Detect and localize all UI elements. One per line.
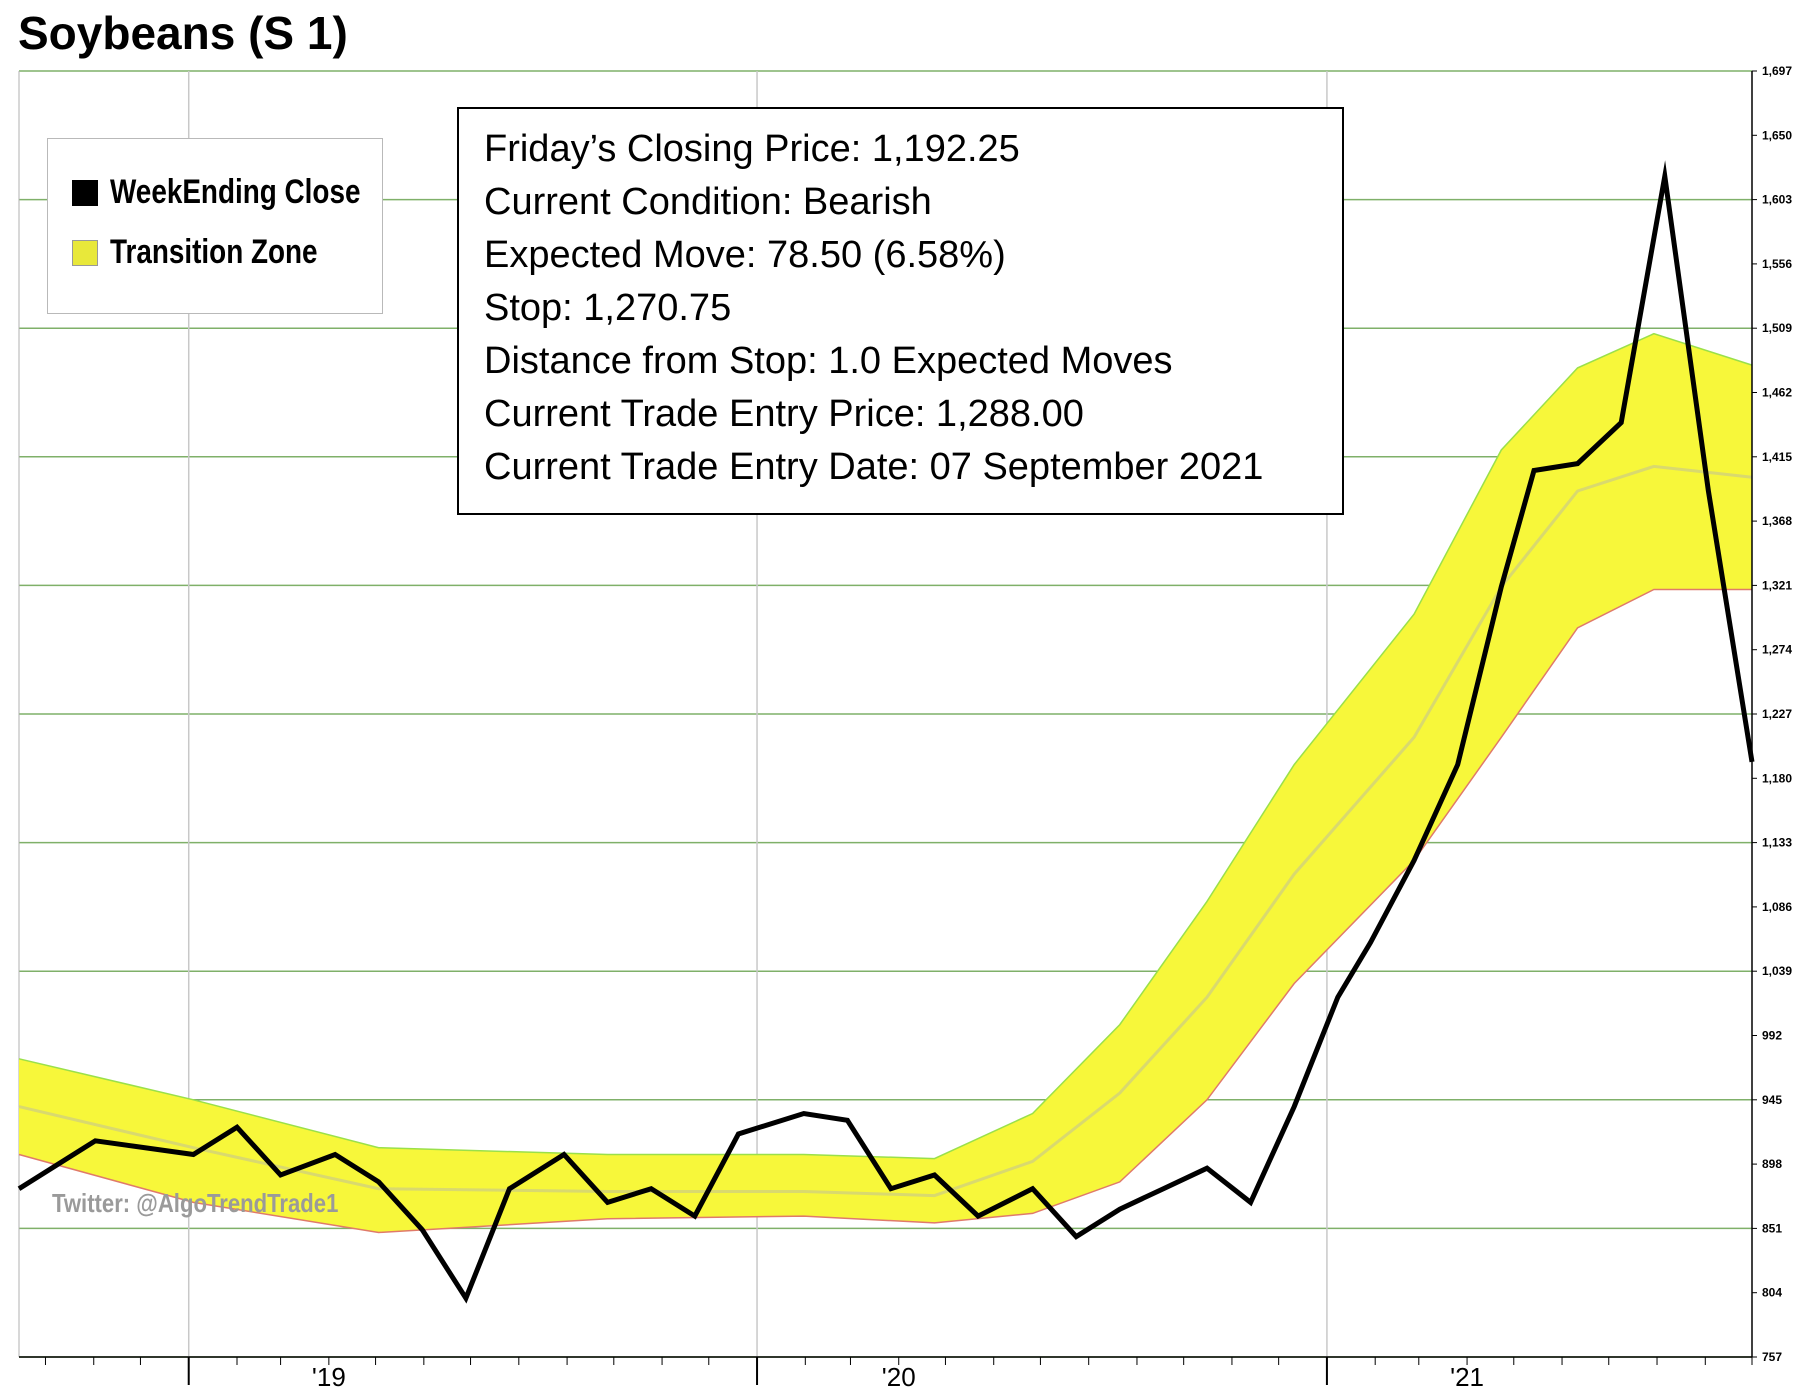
y-tick-label: 945 — [1762, 1093, 1782, 1107]
y-tick-label: 1,697 — [1762, 64, 1792, 78]
info-entry-price: Current Trade Entry Price: 1,288.00 — [484, 393, 1084, 435]
weekending-close-line — [17, 160, 1755, 1304]
y-tick-label: 1,086 — [1762, 900, 1792, 914]
zone-upper-line — [18, 332, 1753, 1160]
y-tick-label: 1,603 — [1762, 193, 1792, 207]
zone-lower-line — [18, 588, 1752, 1234]
info-expected-move: Expected Move: 78.50 (6.58%) — [484, 234, 1006, 276]
y-tick-label: 992 — [1762, 1029, 1782, 1043]
zone-middle-line — [18, 464, 1753, 1198]
y-tick-label: 1,650 — [1762, 128, 1792, 142]
x-tick-label: '19 — [312, 1362, 346, 1392]
close-line-layer — [17, 160, 1755, 1304]
y-tick-label: 1,133 — [1762, 836, 1792, 850]
y-tick-label: 804 — [1762, 1286, 1782, 1300]
y-tick-label: 1,462 — [1762, 386, 1792, 400]
y-tick-label: 1,321 — [1762, 578, 1792, 592]
watermark: Twitter: @AlgoTrendTrade1 — [52, 1188, 339, 1218]
y-tick-label: 1,556 — [1762, 257, 1792, 271]
y-tick-label: 1,227 — [1762, 707, 1792, 721]
legend-label-zone: Transition Zone — [110, 233, 318, 271]
axis-layer: 757 804 851 898 945 992 1,039 1,086 1,133 1,180 1,… — [19, 64, 1792, 1392]
transition-zone-layer — [18, 332, 1753, 1234]
info-condition: Current Condition: Bearish — [484, 181, 932, 223]
y-tick-label: 1,274 — [1762, 643, 1792, 657]
y-tick-label: 1,180 — [1762, 771, 1792, 785]
info-stop: Stop: 1,270.75 — [484, 287, 732, 329]
y-tick-label: 1,368 — [1762, 514, 1792, 528]
legend: WeekEnding Close Transition Zone — [47, 138, 383, 314]
legend-swatch-zone — [72, 239, 98, 266]
y-tick-label: 898 — [1762, 1157, 1782, 1171]
info-entry-date: Current Trade Entry Date: 07 September 2… — [484, 446, 1264, 488]
y-tick-label: 1,039 — [1762, 964, 1792, 978]
legend-swatch-close — [72, 179, 98, 206]
transition-zone-band — [19, 333, 1752, 1233]
info-closing-price: Friday’s Closing Price: 1,192.25 — [484, 128, 1020, 170]
y-tick-label: 757 — [1762, 1350, 1782, 1364]
x-tick-label: '21 — [1450, 1362, 1484, 1392]
legend-item-zone: Transition Zone — [72, 233, 363, 272]
legend-label-close: WeekEnding Close — [110, 173, 361, 211]
x-tick-label: '20 — [882, 1362, 916, 1392]
y-tick-label: 851 — [1762, 1221, 1782, 1235]
chart-title: Soybeans (S 1) — [18, 7, 348, 59]
y-tick-label: 1,415 — [1762, 450, 1792, 464]
y-tick-label: 1,509 — [1762, 321, 1792, 335]
trade-info-box: Friday’s Closing Price: 1,192.25 Current… — [457, 107, 1344, 515]
info-distance-from-stop: Distance from Stop: 1.0 Expected Moves — [484, 340, 1173, 382]
legend-item-close: WeekEnding Close — [72, 173, 415, 212]
